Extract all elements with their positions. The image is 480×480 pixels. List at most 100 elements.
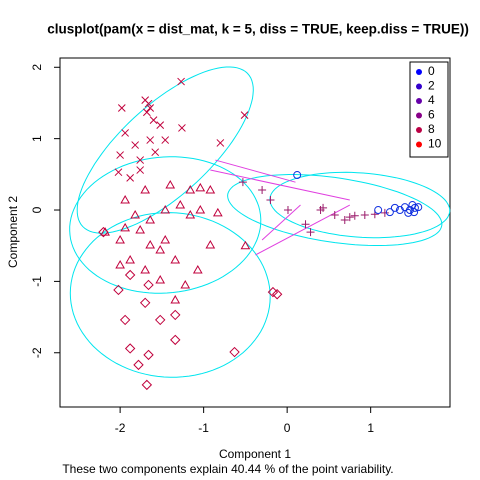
cluster-ellipse [227,174,443,246]
point [151,148,160,157]
point [195,182,206,192]
point [160,234,171,244]
point [139,297,151,309]
x-axis-label: Component 1 [219,447,291,461]
legend-label: 0 [428,64,435,78]
point [121,129,129,137]
point [185,185,196,194]
point [205,185,216,194]
point [98,226,109,238]
y-axis-label: Component 2 [6,196,20,268]
point [140,185,151,194]
point [115,259,125,269]
point [177,77,185,86]
point [170,294,181,304]
point [205,239,216,249]
point [165,180,176,189]
y-tick-label: -2 [30,347,44,358]
point [114,168,123,177]
point [140,264,151,274]
point [116,151,124,159]
legend-box [409,61,449,158]
point [380,208,389,217]
chart-title: clusplot(pam(x = dist_mat, k = 5, diss =… [47,22,469,37]
point [293,171,302,180]
point [340,216,349,225]
point [408,201,417,210]
point [350,211,359,220]
point [115,234,125,244]
legend-label: 2 [428,79,435,93]
point [240,111,249,119]
point [175,200,186,209]
point [156,121,165,129]
cluster-link [255,204,351,256]
point [170,254,181,264]
point [360,211,369,220]
point [133,359,144,371]
point [238,178,247,187]
point [301,220,310,229]
point [258,186,267,195]
point [195,205,206,214]
point [131,141,140,149]
point [142,108,151,117]
point [212,207,223,217]
cluster-link [261,204,301,241]
legend-marker [416,112,422,119]
point [113,284,124,296]
point [330,211,339,220]
x-tick-label: 0 [284,421,291,435]
point [229,346,240,358]
cluster-link [215,159,296,183]
point [390,203,399,212]
point [125,254,136,264]
point [136,156,145,164]
point [178,124,186,132]
legend-label: 6 [428,108,435,122]
point [135,224,146,234]
legend-marker [416,69,422,75]
y-tick-label: 1 [30,135,44,142]
point [410,208,419,217]
point [155,314,166,326]
point [385,208,394,217]
point [136,166,145,174]
legend-marker [416,98,422,104]
point [119,314,131,326]
legend-marker [416,83,422,90]
point [145,215,156,224]
cluster-link [210,169,350,201]
point [145,239,156,249]
plot-frame [59,57,451,408]
point [216,139,225,147]
point [410,203,419,212]
point [306,228,315,237]
point [414,203,423,212]
point [117,104,126,112]
point [192,264,203,274]
point [180,279,191,289]
point [143,279,154,291]
point [120,195,131,204]
point [149,116,158,124]
point [146,104,155,112]
y-tick-label: 0 [30,206,44,213]
cluster-ellipse [69,156,262,294]
subtitle: These two components explain 40.44 % of … [62,462,393,476]
point [124,269,136,281]
y-tick-label: 2 [30,64,44,71]
point [161,136,170,144]
point [271,289,283,300]
point [170,309,181,321]
point [283,206,292,215]
legend-marker [416,141,422,148]
point [170,334,181,346]
point [126,174,135,182]
cluster-ellipse [69,212,271,378]
point [155,274,166,284]
legend-label: 8 [428,122,435,136]
point [146,136,155,144]
point [266,196,275,205]
